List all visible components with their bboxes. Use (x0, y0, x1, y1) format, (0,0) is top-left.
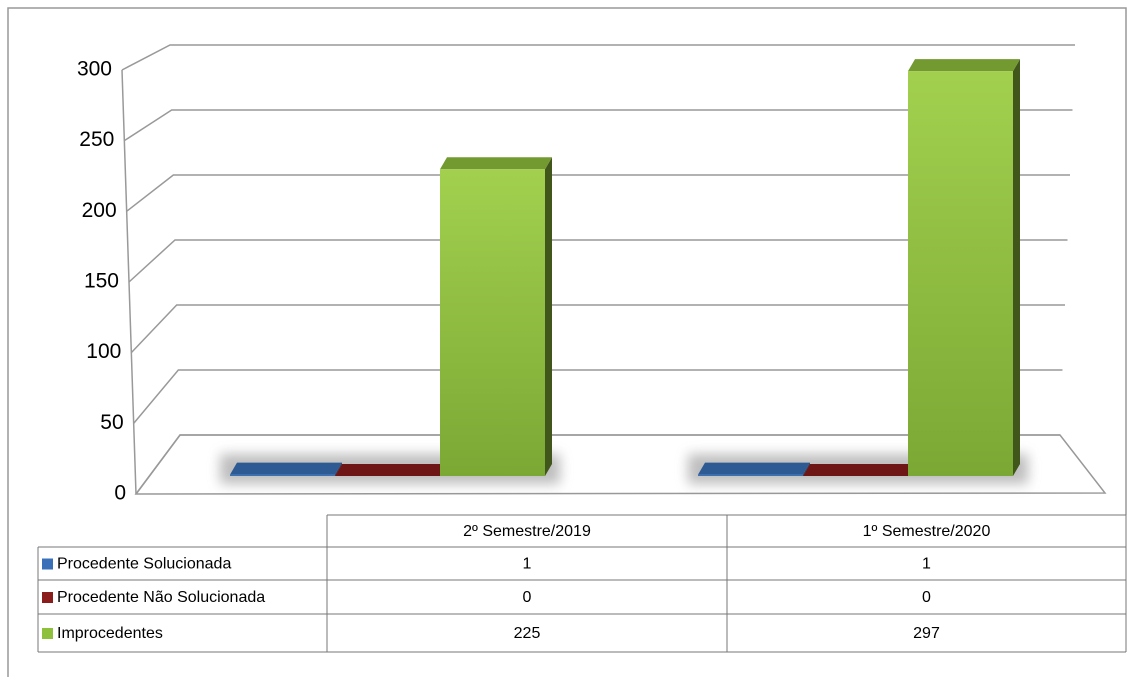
legend-label: Procedente Solucionada (57, 556, 231, 573)
y-tick-label: 300 (77, 58, 112, 81)
table-header: 1º Semestre/2020 (863, 523, 991, 540)
y-tick-label: 0 (114, 482, 126, 505)
bar (908, 59, 1020, 477)
legend-swatch (42, 628, 53, 639)
bar-front (698, 474, 803, 476)
bar-top (803, 464, 915, 476)
y-tick-label: 100 (86, 340, 121, 363)
table-value: 0 (922, 589, 931, 606)
grid-line (133, 369, 1063, 424)
table-value: 0 (523, 589, 532, 606)
table-header: 2º Semestre/2019 (463, 523, 591, 540)
grid-line (126, 174, 1070, 212)
table-value: 1 (523, 556, 532, 573)
bar-front (230, 474, 335, 476)
bar-top (230, 462, 342, 475)
bar-top (440, 157, 552, 170)
grid-line (121, 44, 1075, 71)
bar-side (803, 462, 810, 476)
bar-top (908, 59, 1020, 72)
grid-line (128, 239, 1068, 283)
bar-top (335, 464, 447, 476)
y-tick-label: 250 (79, 128, 114, 151)
y-tick-label: 150 (84, 270, 119, 293)
grid-line (130, 304, 1065, 354)
table-value: 225 (514, 625, 541, 642)
grid-line (123, 109, 1073, 142)
grid-line (135, 434, 1060, 495)
bar (335, 464, 447, 476)
legend-label: Procedente Não Solucionada (57, 589, 265, 606)
bar-side (545, 157, 552, 476)
legend-swatch (42, 592, 53, 603)
table-grid (37, 514, 1127, 653)
legend-label: Improcedentes (57, 625, 163, 642)
legend-swatch (42, 558, 53, 570)
frame (7, 7, 1127, 677)
bar (440, 157, 552, 476)
table-value: 1 (922, 556, 931, 573)
y-tick-label: 50 (100, 411, 123, 434)
bar (698, 462, 810, 476)
y-tick-label: 200 (82, 199, 117, 222)
table-value: 297 (913, 625, 940, 642)
bar (230, 462, 342, 476)
bar-top (698, 462, 810, 475)
bar-front (908, 71, 1013, 476)
bar-side (335, 462, 342, 476)
bar-side (1013, 59, 1020, 477)
bar-front (440, 169, 545, 476)
bar (803, 464, 915, 476)
y-axis (121, 69, 137, 495)
